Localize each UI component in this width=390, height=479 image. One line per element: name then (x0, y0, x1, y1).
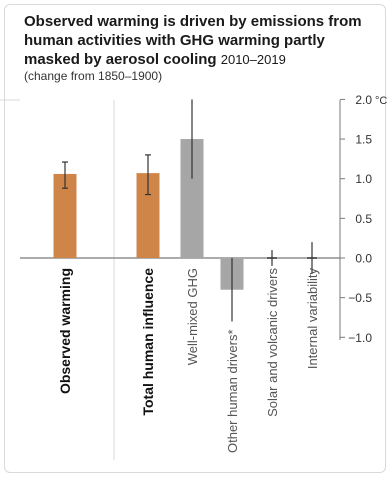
y-tick-label: 1.5 (355, 133, 372, 147)
category-label: Solar and volcanic drivers (265, 268, 280, 417)
category-label: Observed warming (57, 268, 73, 394)
y-unit-label: °C (375, 95, 387, 107)
y-tick-label: 1.0 (355, 172, 372, 186)
bar (180, 139, 204, 258)
y-tick-label: 0.0 (355, 252, 372, 266)
y-tick-label: −0.5 (348, 291, 372, 305)
figure-frame (4, 4, 386, 473)
y-tick-label: 2.0 (355, 93, 372, 107)
category-label: Total human influence (140, 268, 156, 416)
observed-panel (20, 100, 113, 463)
bar (53, 173, 77, 258)
chart-title: Observed warming is driven by emissions … (24, 12, 374, 69)
bar (136, 173, 160, 258)
category-label: Other human drivers* (225, 329, 240, 453)
category-label: Well-mixed GHG (185, 268, 200, 365)
chart-subtitle: (change from 1850–1900) (24, 69, 163, 83)
y-tick-label: 0.5 (355, 212, 372, 226)
chart-title-text: Observed warming is driven by emissions … (24, 13, 362, 68)
y-tick-label: −1.0 (348, 331, 372, 345)
chart-period: 2010–2019 (220, 52, 286, 67)
category-label: Internal variability (305, 268, 320, 370)
